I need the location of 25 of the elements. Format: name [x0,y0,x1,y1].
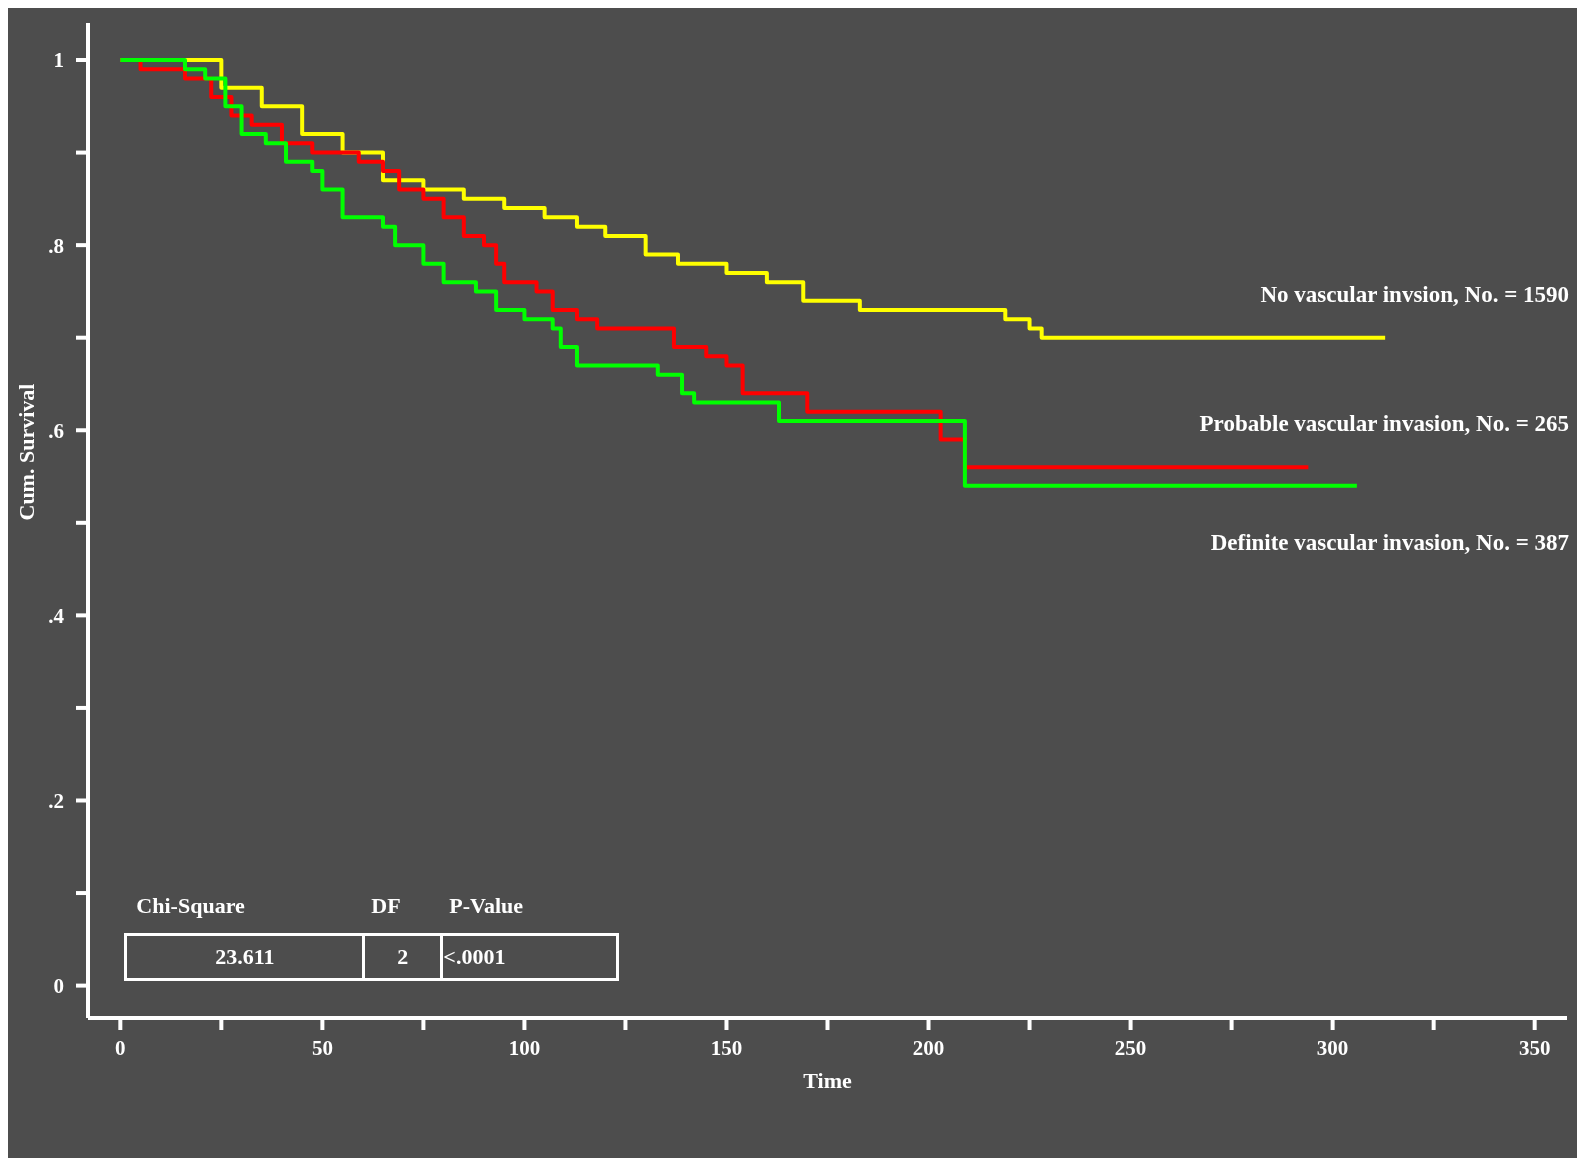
annotation: Chi-Square [135,893,246,921]
annotation: DF [370,893,402,921]
x-axis-title: Time [803,1068,852,1093]
annotation: 2 [362,936,441,979]
annotation: 23.611 [214,943,276,972]
x-tick-label: 50 [311,1035,333,1060]
y-tick-label: 0 [53,974,64,999]
y-tick-label: .6 [48,418,64,443]
x-tick-label: 200 [912,1035,945,1060]
y-tick-label: .8 [48,233,64,258]
x-tick-label: 100 [508,1035,541,1060]
y-axis-title: Cum. Survival [13,383,39,521]
series-label: Definite vascular invasion, No. = 387 [1210,529,1569,555]
y-tick-label: .4 [48,603,65,628]
series-label: Probable vascular invasion, No. = 265 [1199,411,1569,437]
annotation: <.0001 [440,936,617,979]
y-tick-label: .2 [48,788,64,813]
x-tick-label: 150 [710,1035,743,1060]
series-label: No vascular invsion, No. = 1590 [1260,281,1569,307]
y-tick-label: 1 [53,48,64,73]
annotation: P-Value [448,893,525,921]
x-tick-label: 350 [1518,1035,1551,1060]
x-tick-label: 250 [1114,1035,1147,1060]
x-tick-label: 300 [1316,1035,1349,1060]
x-tick-label: 0 [115,1035,126,1060]
